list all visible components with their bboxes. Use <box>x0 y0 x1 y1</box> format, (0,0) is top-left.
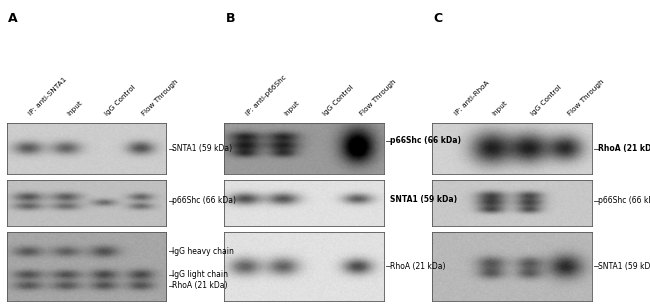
Text: C: C <box>434 12 443 25</box>
Text: RhoA (21 kDa): RhoA (21 kDa) <box>172 281 227 290</box>
Text: IgG light chain: IgG light chain <box>172 270 228 279</box>
Text: IgG Control: IgG Control <box>530 84 563 117</box>
Text: RhoA (21 kDa): RhoA (21 kDa) <box>598 144 650 153</box>
Text: IP: anti-p66Shc: IP: anti-p66Shc <box>245 74 288 117</box>
Text: Flow Through: Flow Through <box>141 78 179 117</box>
Text: IgG Control: IgG Control <box>104 84 137 117</box>
Text: RhoA (21 kDa): RhoA (21 kDa) <box>390 262 445 271</box>
Text: A: A <box>8 12 18 25</box>
Text: SNTA1 (59 kDa): SNTA1 (59 kDa) <box>172 144 232 153</box>
Text: B: B <box>226 12 235 25</box>
Text: p66Shc (66 kDa): p66Shc (66 kDa) <box>172 196 236 205</box>
Text: IgG Control: IgG Control <box>322 84 355 117</box>
Text: IgG heavy chain: IgG heavy chain <box>172 247 234 256</box>
Text: Input: Input <box>283 99 301 117</box>
Text: Input: Input <box>66 99 83 117</box>
Text: SNTA1 (59 kDa): SNTA1 (59 kDa) <box>390 195 457 204</box>
Text: SNTA1 (59 kDa): SNTA1 (59 kDa) <box>598 262 650 271</box>
Text: Flow Through: Flow Through <box>567 78 605 117</box>
Text: Input: Input <box>491 99 509 117</box>
Text: p66Shc (66 kDa): p66Shc (66 kDa) <box>390 136 461 146</box>
Text: IP: anti-RhoA: IP: anti-RhoA <box>453 80 490 117</box>
Text: IP: anti-SNTA1: IP: anti-SNTA1 <box>27 76 68 117</box>
Text: p66Shc (66 kDa): p66Shc (66 kDa) <box>598 196 650 205</box>
Text: Flow Through: Flow Through <box>359 78 397 117</box>
